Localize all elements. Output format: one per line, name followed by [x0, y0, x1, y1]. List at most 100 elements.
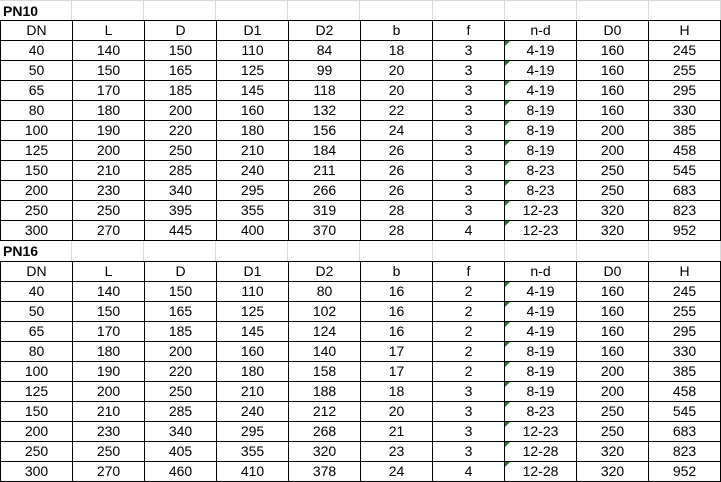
column-header[interactable]: D2	[288, 261, 361, 282]
cell[interactable]: 270	[72, 461, 145, 482]
cell[interactable]: 80	[288, 281, 361, 302]
cell[interactable]: 3	[432, 381, 505, 402]
cell[interactable]: 140	[72, 40, 145, 61]
empty-cell[interactable]	[505, 241, 577, 261]
cell[interactable]: 160	[216, 100, 289, 121]
cell[interactable]: 4-19	[504, 60, 577, 81]
cell[interactable]: 355	[216, 441, 289, 462]
cell[interactable]: 110	[216, 40, 289, 61]
cell[interactable]: 4-19	[504, 80, 577, 101]
cell[interactable]: 2	[432, 281, 505, 302]
cell[interactable]: 320	[576, 220, 649, 241]
column-header[interactable]: DN	[0, 261, 73, 282]
cell[interactable]: 124	[288, 321, 361, 342]
column-header[interactable]: D1	[216, 20, 289, 41]
cell[interactable]: 12-23	[504, 200, 577, 221]
cell[interactable]: 220	[144, 120, 217, 141]
cell[interactable]: 250	[0, 441, 73, 462]
cell[interactable]: 3	[432, 80, 505, 101]
cell[interactable]: 250	[576, 160, 649, 181]
cell[interactable]: 266	[288, 180, 361, 201]
empty-cell[interactable]	[288, 241, 361, 261]
cell[interactable]: 210	[216, 140, 289, 161]
cell[interactable]: 320	[576, 441, 649, 462]
cell[interactable]: 150	[144, 40, 217, 61]
cell[interactable]: 3	[432, 140, 505, 161]
cell[interactable]: 40	[0, 281, 73, 302]
cell[interactable]: 140	[288, 341, 361, 362]
cell[interactable]: 285	[144, 160, 217, 181]
cell[interactable]: 160	[576, 40, 649, 61]
cell[interactable]: 3	[432, 200, 505, 221]
cell[interactable]: 3	[432, 160, 505, 181]
cell[interactable]: 3	[432, 40, 505, 61]
cell[interactable]: 188	[288, 381, 361, 402]
cell[interactable]: 125	[216, 60, 289, 81]
cell[interactable]: 65	[0, 80, 73, 101]
cell[interactable]: 250	[576, 401, 649, 422]
empty-cell[interactable]	[144, 241, 217, 261]
cell[interactable]: 200	[576, 120, 649, 141]
cell[interactable]: 211	[288, 160, 361, 181]
cell[interactable]: 210	[216, 381, 289, 402]
cell[interactable]: 100	[0, 361, 73, 382]
cell[interactable]: 150	[0, 160, 73, 181]
cell[interactable]: 156	[288, 120, 361, 141]
cell[interactable]: 400	[216, 220, 289, 241]
cell[interactable]: 330	[648, 341, 721, 362]
cell[interactable]: 255	[648, 60, 721, 81]
cell[interactable]: 823	[648, 441, 721, 462]
cell[interactable]: 160	[576, 341, 649, 362]
cell[interactable]: 250	[144, 140, 217, 161]
column-header[interactable]: L	[72, 20, 145, 41]
cell[interactable]: 200	[576, 381, 649, 402]
empty-cell[interactable]	[433, 241, 505, 261]
empty-cell[interactable]	[72, 241, 145, 261]
cell[interactable]: 8-19	[504, 140, 577, 161]
cell[interactable]: 8-23	[504, 160, 577, 181]
column-header[interactable]: D0	[576, 261, 649, 282]
cell[interactable]: 20	[360, 401, 433, 422]
cell[interactable]: 2	[432, 361, 505, 382]
cell[interactable]: 28	[360, 200, 433, 221]
cell[interactable]: 125	[0, 381, 73, 402]
cell[interactable]: 245	[648, 281, 721, 302]
cell[interactable]: 150	[0, 401, 73, 422]
cell[interactable]: 200	[0, 180, 73, 201]
cell[interactable]: 230	[72, 421, 145, 442]
column-header[interactable]: n-d	[504, 20, 577, 41]
cell[interactable]: 26	[360, 180, 433, 201]
column-header[interactable]: H	[648, 20, 721, 41]
cell[interactable]: 458	[648, 140, 721, 161]
cell[interactable]: 458	[648, 381, 721, 402]
empty-cell[interactable]	[72, 1, 145, 20]
cell[interactable]: 110	[216, 281, 289, 302]
cell[interactable]: 170	[72, 80, 145, 101]
cell[interactable]: 395	[144, 200, 217, 221]
cell[interactable]: 823	[648, 200, 721, 221]
cell[interactable]: 200	[0, 421, 73, 442]
cell[interactable]: 268	[288, 421, 361, 442]
cell[interactable]: 8-19	[504, 341, 577, 362]
empty-cell[interactable]	[577, 241, 649, 261]
cell[interactable]: 8-23	[504, 180, 577, 201]
cell[interactable]: 99	[288, 60, 361, 81]
cell[interactable]: 18	[360, 40, 433, 61]
cell[interactable]: 210	[72, 160, 145, 181]
empty-cell[interactable]	[288, 1, 361, 20]
cell[interactable]: 165	[144, 301, 217, 322]
cell[interactable]: 2	[432, 321, 505, 342]
cell[interactable]: 150	[72, 301, 145, 322]
cell[interactable]: 200	[576, 361, 649, 382]
cell[interactable]: 8-19	[504, 100, 577, 121]
cell[interactable]: 445	[144, 220, 217, 241]
cell[interactable]: 160	[216, 341, 289, 362]
cell[interactable]: 200	[144, 341, 217, 362]
cell[interactable]: 460	[144, 461, 217, 482]
cell[interactable]: 250	[72, 441, 145, 462]
cell[interactable]: 295	[216, 421, 289, 442]
cell[interactable]: 4-19	[504, 321, 577, 342]
cell[interactable]: 12-23	[504, 421, 577, 442]
cell[interactable]: 40	[0, 40, 73, 61]
column-header[interactable]: f	[432, 20, 505, 41]
